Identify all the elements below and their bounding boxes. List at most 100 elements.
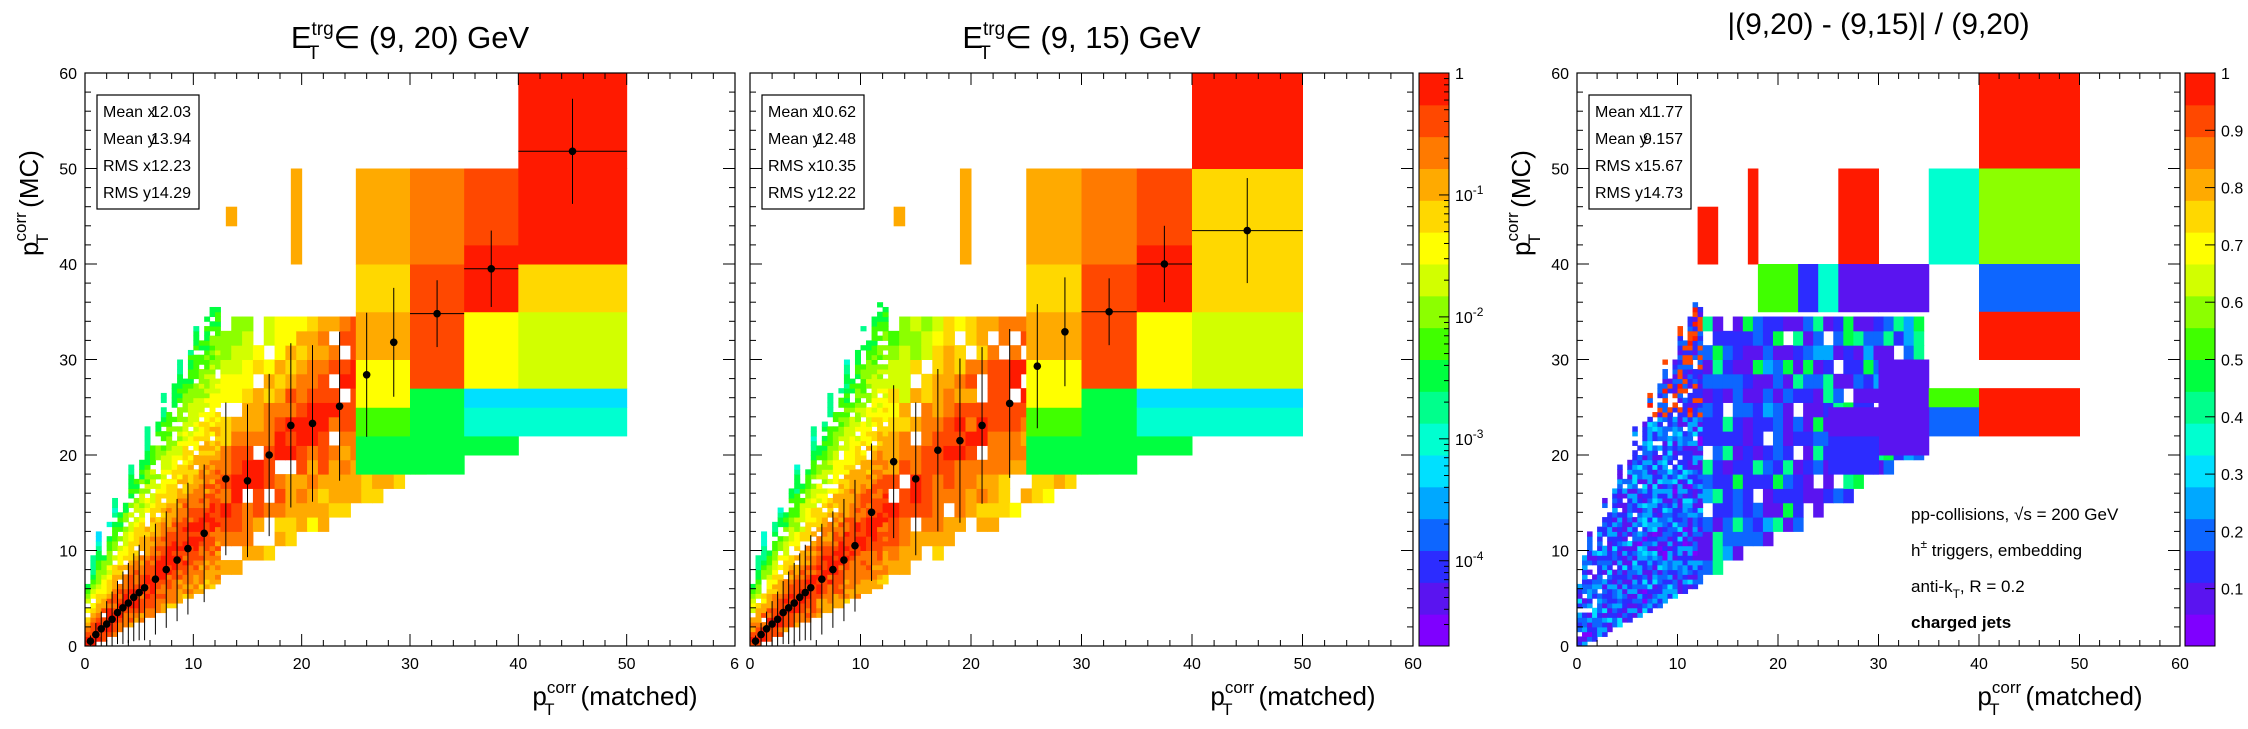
heatmap-cell <box>339 488 351 504</box>
heatmap-cell <box>1722 459 1734 475</box>
heatmap-cell <box>252 459 265 475</box>
heatmap-cell <box>1697 440 1704 446</box>
profile-point <box>784 604 793 612</box>
heatmap-cell <box>1793 459 1804 475</box>
heatmap-cell <box>805 574 812 580</box>
heatmap-cell <box>1657 545 1663 551</box>
heatmap-cell <box>1662 474 1668 480</box>
heatmap-cell <box>95 545 102 551</box>
heatmap-cell <box>832 540 839 547</box>
colorbar-3: 10.90.80.70.60.50.40.30.20.1 <box>2184 66 2243 647</box>
heatmap-cell <box>1647 517 1653 523</box>
heatmap-cell <box>215 579 221 585</box>
heatmap-cell <box>838 469 845 475</box>
heatmap-cell <box>1702 488 1714 504</box>
heatmap-cell <box>171 564 178 571</box>
heatmap-cell <box>772 607 779 614</box>
heatmap-cell <box>198 583 205 590</box>
heatmap-cell <box>144 426 151 432</box>
heatmap-cell <box>171 588 178 594</box>
heatmap-cell <box>160 545 167 551</box>
heatmap-cell <box>139 497 146 504</box>
heatmap-cell <box>1617 550 1623 556</box>
heatmap-cell <box>1677 526 1684 532</box>
heatmap-cell <box>150 560 156 566</box>
stats-box-frame <box>96 94 200 210</box>
heatmap-cell <box>1672 469 1678 475</box>
heatmap-cell <box>209 545 216 551</box>
heatmap-cell <box>882 569 889 575</box>
heatmap-cell <box>1622 588 1628 594</box>
heatmap-cell <box>832 450 839 456</box>
heatmap-cell <box>827 397 834 403</box>
heatmap-cell <box>882 459 889 466</box>
heatmap-cell <box>1652 445 1658 451</box>
heatmap-cell <box>810 507 817 513</box>
heatmap-cell <box>209 564 216 571</box>
heatmap-cell <box>871 416 878 423</box>
heatmap-cell <box>204 388 211 394</box>
heatmap-cell <box>1677 345 1684 351</box>
heatmap-cell <box>910 388 922 403</box>
heatmap-cell <box>871 564 878 571</box>
panel-title: Etrg T ∈ (9, 20) GeV <box>291 19 530 64</box>
colorbar-tick-label: 0.8 <box>2221 181 2243 198</box>
heatmap-cell <box>242 373 254 389</box>
heatmap-cell <box>1813 488 1824 504</box>
heatmap-cell <box>877 474 884 480</box>
heatmap-cell <box>90 560 97 566</box>
heatmap-cell <box>1597 560 1603 566</box>
heatmap-cell <box>866 478 873 485</box>
heatmap-cell <box>204 521 211 528</box>
heatmap-cell <box>252 474 265 489</box>
heatmap-cell <box>187 497 194 504</box>
heatmap-cell <box>1592 631 1598 637</box>
heatmap-cell <box>117 583 124 590</box>
heatmap-cell <box>932 531 944 547</box>
heatmap-cell <box>860 493 867 499</box>
heatmap-cell <box>777 583 784 590</box>
heatmap-cell <box>849 450 856 456</box>
heatmap-cell <box>1843 330 1854 346</box>
heatmap-cell <box>871 383 878 389</box>
heatmap-cell <box>144 612 151 618</box>
heatmap-cell <box>182 459 189 466</box>
heatmap-cell <box>209 507 216 513</box>
heatmap-cell <box>1009 373 1022 389</box>
heatmap-cell <box>832 502 839 509</box>
heatmap-cell <box>285 330 297 346</box>
heatmap-cell <box>871 579 878 585</box>
heatmap-cell <box>1597 612 1603 618</box>
heatmap-cell <box>160 459 167 466</box>
heatmap-cell <box>518 407 628 437</box>
colorbar-segment <box>2185 200 2215 233</box>
heatmap-cell <box>1627 464 1633 470</box>
heatmap-cell <box>1607 545 1613 551</box>
heatmap-cell <box>882 435 889 442</box>
heatmap-cell <box>1622 612 1628 618</box>
heatmap-cell <box>1752 474 1764 489</box>
heatmap-cell <box>1607 583 1613 590</box>
heatmap-cell <box>843 560 850 566</box>
heatmap-cell <box>1682 474 1689 480</box>
heatmap-cell <box>755 641 762 647</box>
heatmap-cell <box>810 497 817 504</box>
heatmap-cell <box>133 569 140 575</box>
heatmap-cell <box>810 540 817 547</box>
heatmap-cell <box>843 583 850 590</box>
heatmap-cell <box>1662 526 1668 532</box>
heatmap-cell <box>854 564 861 571</box>
heatmap-cell <box>204 560 211 566</box>
heatmap-cell <box>177 493 183 499</box>
heatmap-cell <box>187 397 194 403</box>
heatmap-cell <box>1577 636 1583 642</box>
heatmap-cell <box>1587 583 1593 590</box>
heatmap-cell <box>1732 474 1744 489</box>
heatmap-cell <box>144 440 151 446</box>
heatmap-cell <box>95 636 102 642</box>
heatmap-cell <box>810 555 817 561</box>
heatmap-cell <box>877 321 884 327</box>
heatmap-cell <box>166 512 173 518</box>
heatmap-cell <box>317 402 330 418</box>
heatmap-cell <box>1692 583 1699 590</box>
